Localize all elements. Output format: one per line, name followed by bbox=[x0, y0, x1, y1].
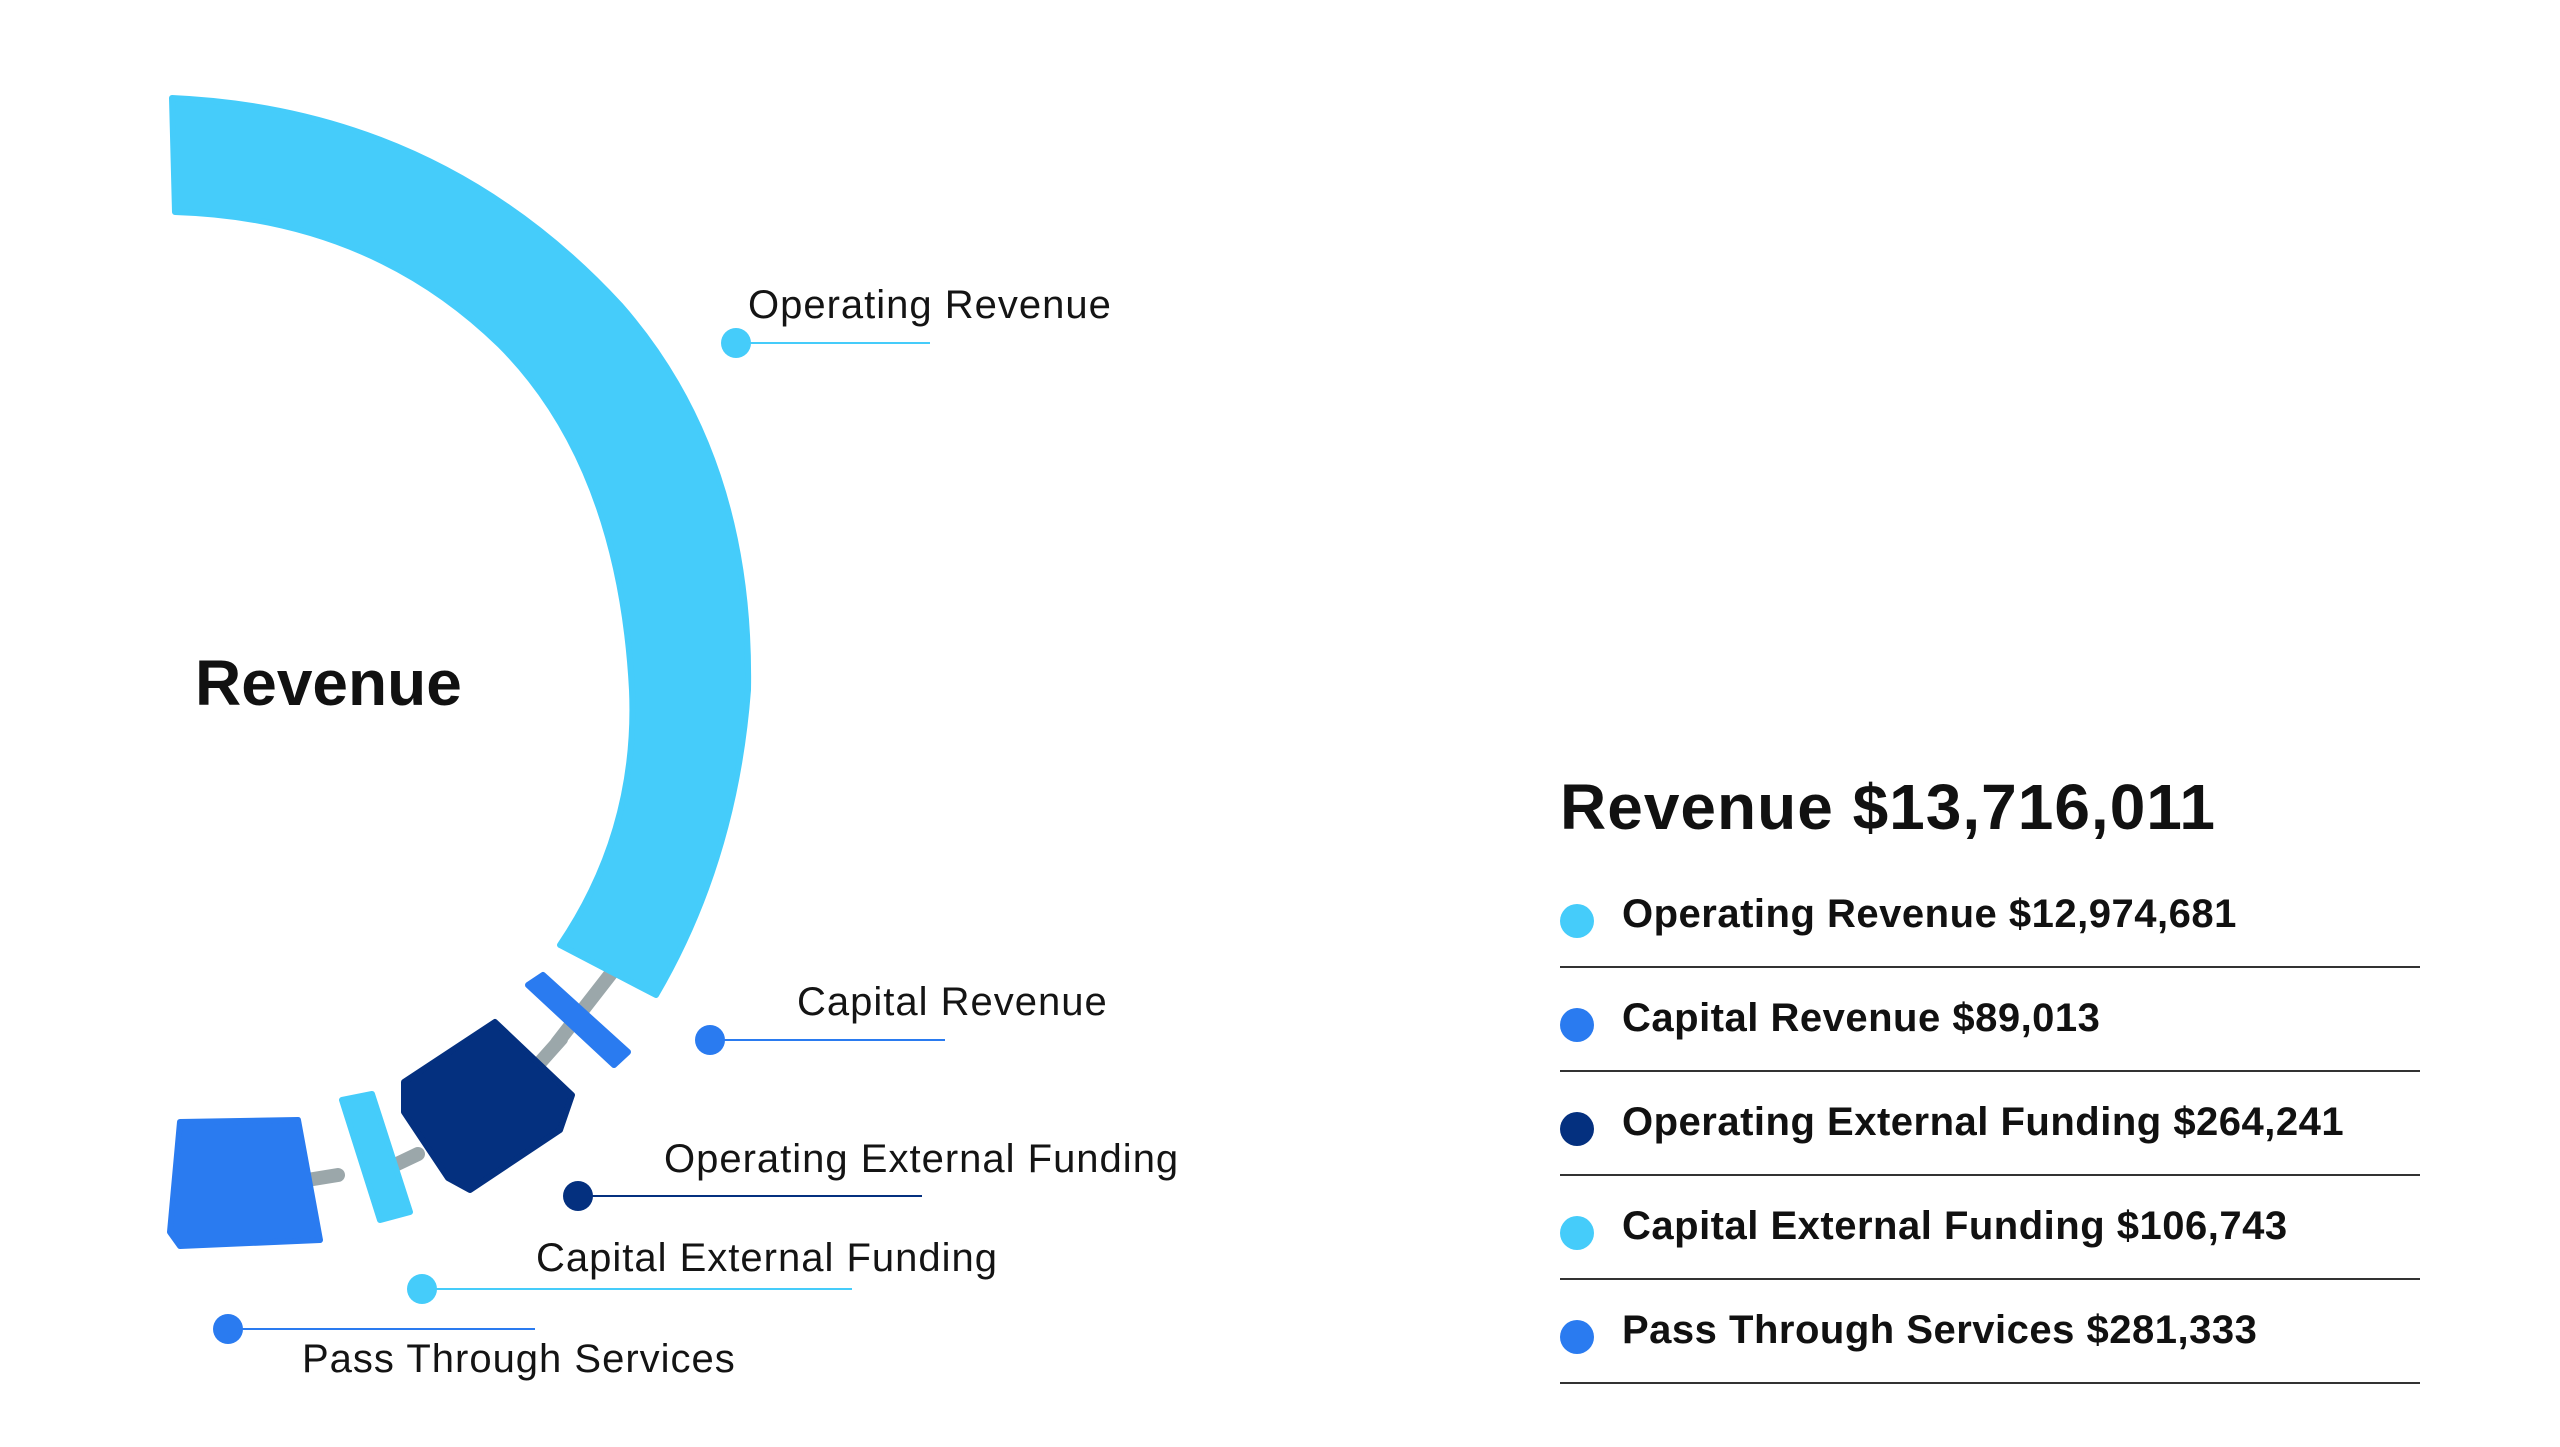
callout-label-capital-external-funding: Capital External Funding bbox=[536, 1236, 998, 1280]
callout-dot-operating-revenue bbox=[721, 328, 751, 358]
callout-dot-operating-external-funding bbox=[563, 1181, 593, 1211]
callout-dot-pass-through-services bbox=[213, 1314, 243, 1344]
segment-connector-1 bbox=[550, 964, 620, 1050]
legend-underline bbox=[1560, 1278, 2420, 1280]
callout-dot-capital-external-funding bbox=[407, 1274, 437, 1304]
legend-label-operating-external-funding: Operating External Funding $264,241 bbox=[1622, 1100, 2345, 1144]
legend-underline bbox=[1560, 1070, 2420, 1072]
legend-dot-capital-external-funding bbox=[1560, 1216, 1594, 1250]
callout-label-operating-external-funding: Operating External Funding bbox=[664, 1137, 1179, 1181]
chart-center-title: Revenue bbox=[195, 647, 462, 719]
legend-row-operating-external-funding: Operating External Funding $264,241 bbox=[1560, 1088, 2420, 1192]
legend-title-label: Revenue bbox=[1560, 771, 1834, 843]
segment-capital-external-funding bbox=[339, 1091, 413, 1223]
legend-label-capital-revenue: Capital Revenue $89,013 bbox=[1622, 996, 2101, 1040]
legend-dot-operating-revenue bbox=[1560, 904, 1594, 938]
legend-underline bbox=[1560, 966, 2420, 968]
legend-row-capital-revenue: Capital Revenue $89,013 bbox=[1560, 984, 2420, 1088]
segment-operating-revenue bbox=[169, 95, 752, 998]
chart-segments bbox=[167, 95, 752, 1249]
callout-label-capital-revenue: Capital Revenue bbox=[797, 980, 1108, 1024]
legend-row-capital-external-funding: Capital External Funding $106,743 bbox=[1560, 1192, 2420, 1296]
legend-underline bbox=[1560, 1174, 2420, 1176]
legend-title: Revenue $13,716,011 bbox=[1560, 770, 2420, 844]
legend-rows: Operating Revenue $12,974,681 Capital Rev… bbox=[1560, 880, 2420, 1400]
legend-underline bbox=[1560, 1382, 2420, 1384]
segment-pass-through-services bbox=[167, 1117, 323, 1249]
legend-title-value: $13,716,011 bbox=[1852, 771, 2216, 843]
segment-operating-external-funding bbox=[401, 1019, 575, 1193]
callout-label-pass-through-services: Pass Through Services bbox=[302, 1337, 736, 1381]
callout-dot-capital-revenue bbox=[695, 1025, 725, 1055]
legend-dot-pass-through-services bbox=[1560, 1320, 1594, 1354]
legend-label-capital-external-funding: Capital External Funding $106,743 bbox=[1622, 1204, 2288, 1248]
callout-label-operating-revenue: Operating Revenue bbox=[748, 283, 1112, 327]
legend-row-operating-revenue: Operating Revenue $12,974,681 bbox=[1560, 880, 2420, 984]
legend-dot-capital-revenue bbox=[1560, 1008, 1594, 1042]
legend-label-pass-through-services: Pass Through Services $281,333 bbox=[1622, 1308, 2258, 1352]
legend-label-operating-revenue: Operating Revenue $12,974,681 bbox=[1622, 892, 2237, 936]
legend: Revenue $13,716,011 Operating Revenue $1… bbox=[1560, 770, 2420, 1400]
legend-row-pass-through-services: Pass Through Services $281,333 bbox=[1560, 1296, 2420, 1400]
segment-capital-revenue bbox=[525, 972, 631, 1068]
legend-dot-operating-external-funding bbox=[1560, 1112, 1594, 1146]
callouts: Operating Revenue Capital Revenue Operatin… bbox=[213, 283, 1179, 1381]
